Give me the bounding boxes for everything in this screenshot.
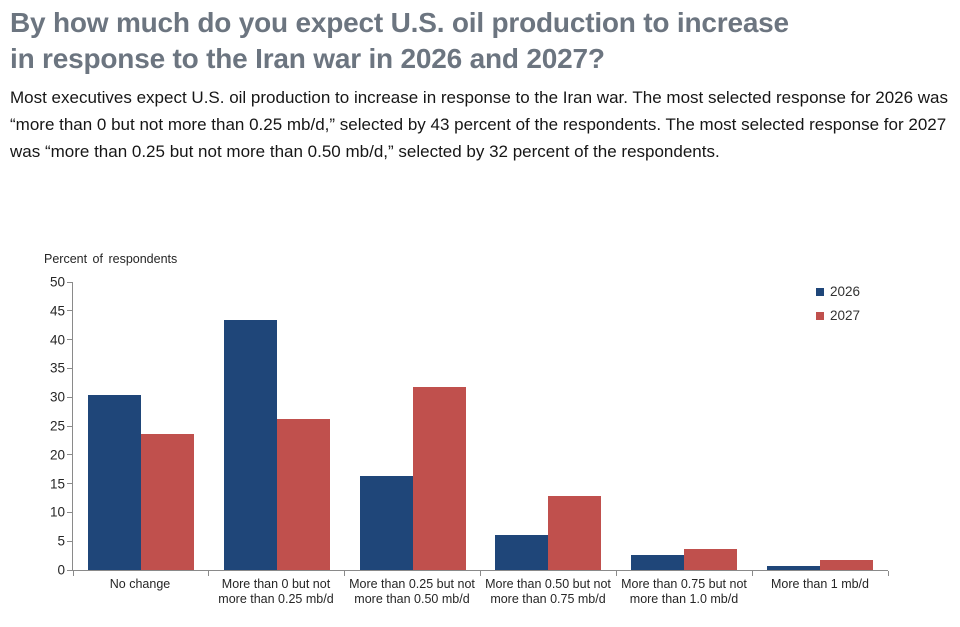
chart-legend: 2026 2027 [815,284,860,323]
y-tick-mark [67,454,72,456]
x-axis-category-label: More than 0 but not more than 0.25 mb/d [218,577,334,606]
x-tick-mark [751,571,753,576]
y-tick-label: 0 [57,562,65,578]
bar-2027 [548,496,602,570]
bar-2026 [495,534,549,570]
x-tick-mark [208,571,210,576]
y-tick-label: 30 [49,389,65,405]
bar-2027 [276,418,330,570]
x-tick-mark [72,571,74,576]
x-tick-mark [615,571,617,576]
category-group [616,282,752,570]
bar-2026 [87,394,141,570]
y-tick-label: 25 [49,418,65,434]
category-group [481,282,617,570]
legend-swatch-icon [815,287,824,296]
bar-chart: Percent of respondents 50 45 40 35 30 25 20 15 1… [0,249,960,627]
y-tick-mark [67,310,72,312]
category-group [752,282,888,570]
y-tick-mark [67,540,72,542]
bar-2027 [820,559,874,570]
y-tick-label: 40 [49,332,65,348]
y-tick-mark [67,569,72,571]
x-axis-category-label: More than 0.50 but not more than 0.75 mb… [485,577,611,606]
x-tick-mark [480,571,481,576]
legend-item-2027: 2027 [815,308,860,323]
bar-2027 [684,548,738,570]
x-axis-category-label: More than 0.75 but not more than 1.0 mb/… [621,577,747,606]
legend-label: 2027 [829,308,860,323]
y-tick-label: 45 [49,303,65,319]
legend-swatch-icon [815,311,824,320]
category-group [73,282,209,570]
y-axis-title: Percent of respondents [44,252,178,266]
y-tick-label: 15 [49,476,65,492]
page-title: By how much do you expect U.S. oil produ… [10,7,789,75]
x-axis-category-label: More than 0.25 but not more than 0.50 mb… [349,577,475,606]
y-tick-mark [67,396,72,398]
y-tick-mark [67,483,72,485]
category-group [209,282,345,570]
y-tick-label: 5 [57,533,65,549]
bar-2026 [223,320,277,570]
plot-area: 50 45 40 35 30 25 20 15 10 5 0 [50,275,889,578]
x-tick-mark [887,571,889,576]
y-tick-mark [67,511,72,513]
y-tick-mark [67,339,72,341]
y-tick-mark [67,281,72,283]
legend-item-2026: 2026 [815,284,860,299]
y-tick-mark [67,425,72,427]
bar-2026 [767,565,821,570]
bar-2026 [359,475,413,570]
chart-description: Most executives expect U.S. oil producti… [10,88,949,162]
x-axis-category-label: No change [109,577,171,591]
y-tick-label: 35 [49,360,65,376]
x-tick-mark [344,571,346,576]
legend-label: 2026 [829,284,860,299]
x-axis-category-label: More than 1 mb/d [771,577,869,591]
y-tick-mark [67,367,72,369]
bar-2027 [412,387,466,570]
category-group [345,282,481,570]
bar-2027 [140,433,194,570]
y-tick-label: 10 [49,504,65,520]
bar-2026 [631,555,685,570]
y-tick-label: 50 [49,274,65,290]
y-tick-label: 20 [49,447,65,463]
